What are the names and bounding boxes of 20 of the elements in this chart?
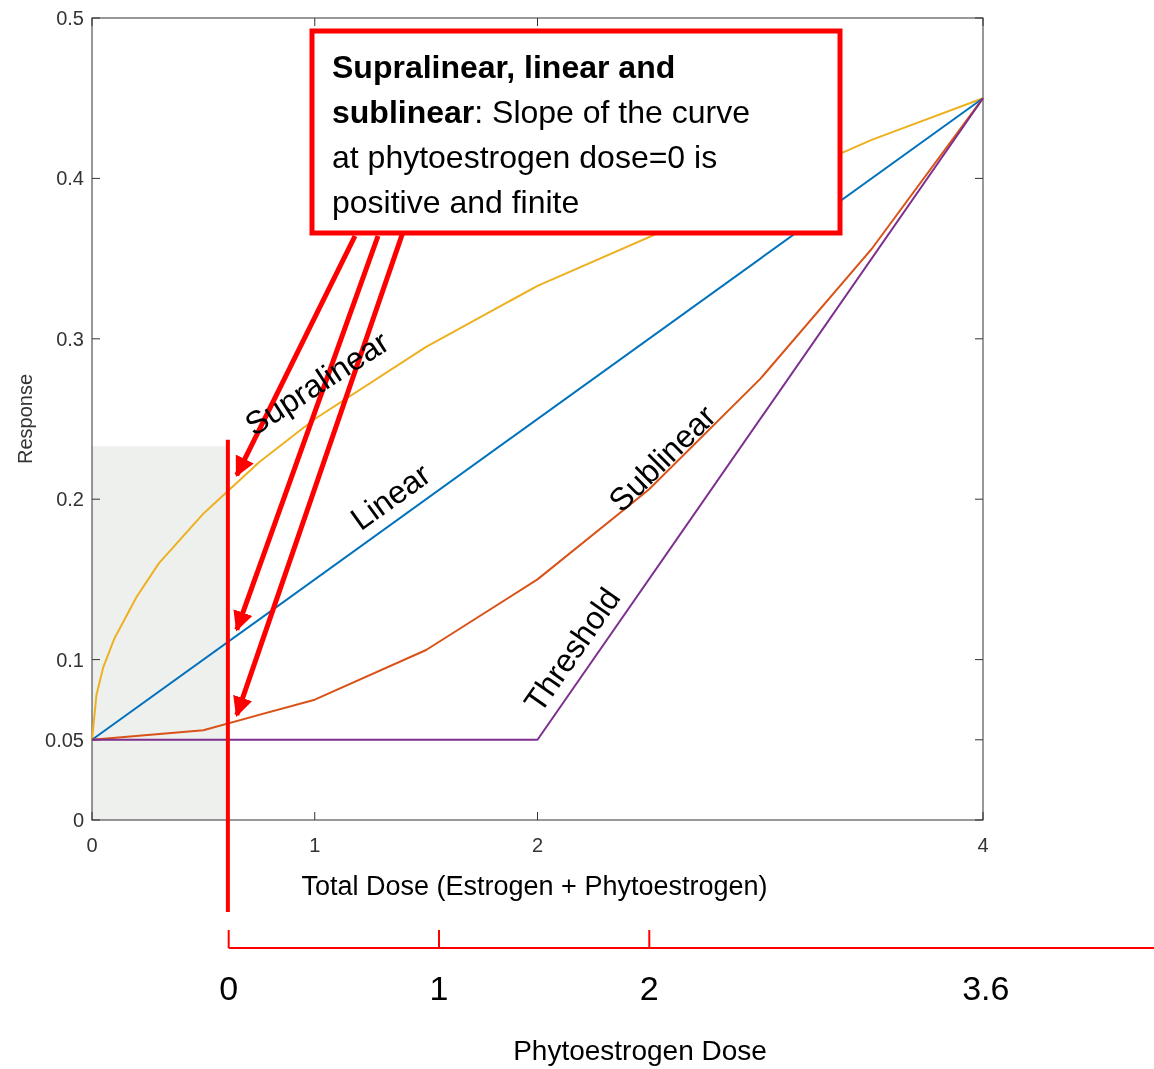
x2-tick-label: 3.6 [962, 969, 1010, 1007]
x-tick-label: 1 [309, 834, 321, 856]
x2-tick-label: 2 [639, 969, 659, 1007]
y-tick-label: 0.4 [56, 167, 84, 190]
y-tick-label: 0.2 [56, 488, 84, 511]
x2-tick-label: 0 [219, 969, 239, 1007]
x2-axis-title: Phytoestrogen Dose [513, 1035, 767, 1066]
x-tick-label: 4 [977, 834, 989, 856]
y-tick-label: 0.3 [56, 327, 84, 350]
y-tick-label: 0.05 [45, 728, 84, 751]
y-axis-title: Response [14, 373, 36, 465]
line-series [91, 97, 984, 741]
y-tick-label: 0 [72, 809, 84, 831]
x2-tick-label: 1 [429, 969, 449, 1007]
annotation: Supralinear, linear and sublinear: Slope of the curve at phytoestrogen dose=0 is positive and finite [332, 49, 750, 220]
x-tick-label: 2 [531, 834, 544, 856]
x-axis-title: Total Dose (Estrogen + Phytoestrogen) [301, 871, 768, 901]
y-tick-label: 0.5 [56, 7, 84, 29]
x-tick-label: 0 [86, 834, 98, 856]
y-tick-label: 0.1 [56, 648, 84, 671]
